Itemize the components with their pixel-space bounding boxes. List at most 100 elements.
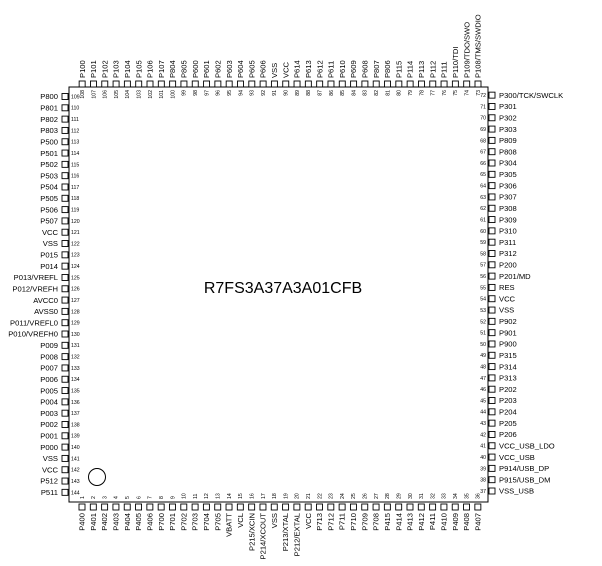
pin-label: P201/MD bbox=[499, 272, 531, 281]
pin-pad bbox=[61, 274, 69, 281]
pin-number: 70 bbox=[480, 116, 486, 122]
pin-pad bbox=[61, 432, 69, 440]
pin-number: 127 bbox=[71, 298, 80, 304]
pin-label: P100 bbox=[78, 60, 87, 78]
pin-number: 53 bbox=[480, 308, 486, 314]
pin-label: P107 bbox=[157, 60, 166, 78]
pin-pad bbox=[383, 503, 391, 511]
pin-number: 58 bbox=[480, 251, 486, 257]
pin-label: P504 bbox=[40, 183, 58, 192]
pin-number: 119 bbox=[71, 208, 79, 214]
pin-number: 112 bbox=[71, 128, 79, 134]
pin-number: 125 bbox=[71, 275, 80, 281]
pin-label: VSS bbox=[499, 306, 514, 315]
pin-pad bbox=[61, 104, 69, 112]
pin-pad bbox=[474, 80, 482, 88]
pin-label: P301 bbox=[499, 102, 517, 111]
pin-number: 7 bbox=[148, 496, 154, 499]
pin-pad bbox=[474, 503, 482, 511]
pin-number: 39 bbox=[480, 466, 486, 472]
pin-pad bbox=[488, 204, 496, 212]
pin-pad bbox=[61, 477, 69, 485]
pin-label: P214/XCOUT bbox=[259, 513, 268, 560]
pins: P400 1 P401 2 P402 3 P403 4 P404 5 P405 6 P406 7 P700 8… bbox=[8, 14, 563, 559]
pin-pad bbox=[488, 250, 496, 257]
pin-number: 109 bbox=[71, 94, 80, 100]
pin-pad bbox=[214, 503, 222, 511]
pin-label: P104 bbox=[123, 60, 132, 78]
pin-number: 98 bbox=[193, 90, 199, 96]
pin-label: P103 bbox=[112, 60, 121, 78]
pin-number: 114 bbox=[71, 151, 79, 157]
pin-label: P206 bbox=[499, 430, 517, 439]
pin-pad bbox=[61, 409, 69, 417]
pin-number: 55 bbox=[480, 285, 486, 291]
pin-label: P402 bbox=[100, 513, 109, 531]
pin-pad bbox=[488, 385, 496, 393]
pin-pad bbox=[488, 374, 496, 382]
pin1-marker bbox=[88, 468, 106, 486]
pin-pad bbox=[488, 442, 496, 450]
pin-label: P115 bbox=[394, 61, 403, 78]
pin-pad bbox=[488, 397, 496, 404]
pin-pad bbox=[418, 80, 425, 88]
pin-pad bbox=[61, 387, 69, 395]
pin-number: 40 bbox=[480, 455, 486, 461]
pin-label: P914/USB_DP bbox=[499, 464, 549, 473]
pin-label: P712 bbox=[326, 513, 335, 531]
pin-number: 54 bbox=[480, 297, 486, 303]
pin-number: 93 bbox=[250, 90, 256, 96]
pin-label: P101 bbox=[89, 60, 98, 78]
pin-number: 118 bbox=[71, 196, 79, 202]
pin-label: P609 bbox=[349, 60, 358, 78]
pin-pad bbox=[488, 340, 496, 348]
pin-number: 72 bbox=[480, 93, 486, 99]
pin-number: 88 bbox=[306, 90, 312, 96]
pin-pad bbox=[440, 80, 448, 88]
pin-number: 140 bbox=[71, 445, 80, 451]
pin-pad bbox=[146, 80, 154, 88]
pin-number: 124 bbox=[71, 264, 80, 270]
pin-number: 135 bbox=[71, 388, 80, 394]
pin-pad bbox=[488, 103, 496, 110]
pin-pad bbox=[327, 80, 335, 88]
pin-label: P503 bbox=[40, 171, 58, 180]
pin-label: P902 bbox=[499, 317, 517, 326]
pin-number: 137 bbox=[71, 411, 80, 417]
pin-label: VCC bbox=[499, 294, 516, 303]
pin-label: P505 bbox=[40, 194, 58, 203]
pin-label: P011/VREFL0 bbox=[10, 318, 58, 327]
pin-pad bbox=[61, 421, 69, 428]
pin-pad bbox=[157, 80, 165, 88]
pin-pad bbox=[293, 80, 301, 88]
pin-number: 26 bbox=[363, 493, 369, 499]
pin-pad bbox=[488, 114, 496, 122]
pin-pad bbox=[361, 80, 369, 88]
pin-label: P800 bbox=[40, 92, 58, 101]
pin-pad bbox=[203, 80, 211, 88]
pin-number: 103 bbox=[137, 90, 143, 99]
pin-number: 69 bbox=[480, 127, 486, 133]
pin-pad bbox=[488, 408, 496, 416]
pin-number: 61 bbox=[480, 217, 486, 223]
pin-number: 47 bbox=[480, 376, 486, 382]
pin-number: 139 bbox=[71, 434, 80, 440]
pin-pad bbox=[406, 503, 414, 511]
pin-pad bbox=[384, 80, 391, 88]
pin-label: P108/TMS/SWDIO bbox=[474, 14, 483, 78]
pin-number: 76 bbox=[442, 90, 448, 96]
pin-pad bbox=[488, 136, 496, 144]
pin-label: P601 bbox=[202, 60, 211, 78]
pin-pad bbox=[61, 466, 69, 474]
pin-pad bbox=[61, 228, 69, 236]
pin-number: 24 bbox=[340, 493, 346, 499]
pin-label: VSS bbox=[270, 513, 279, 528]
pin-label: P605 bbox=[247, 60, 256, 78]
pin-pad bbox=[304, 80, 312, 88]
pin-label: P701 bbox=[168, 513, 177, 531]
pin-label: AVSS0 bbox=[34, 307, 58, 316]
pin-number: 62 bbox=[480, 206, 486, 212]
pin-label: P803 bbox=[40, 126, 58, 135]
pin-number: 16 bbox=[249, 493, 255, 499]
